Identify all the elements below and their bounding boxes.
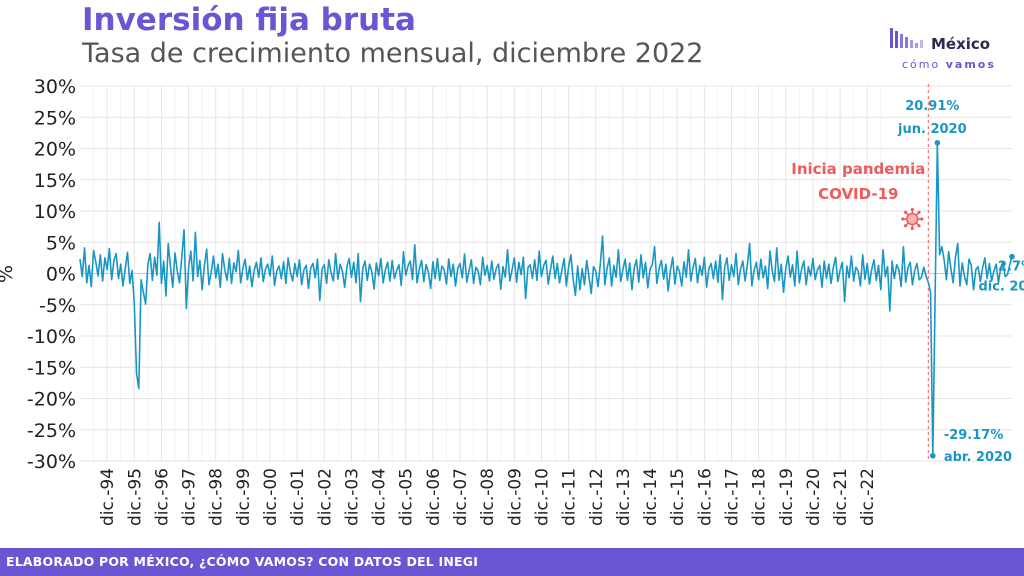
x-tick-label: dic.-02 bbox=[315, 468, 335, 526]
y-tick-label: -5% bbox=[39, 295, 76, 317]
series-line bbox=[79, 142, 1013, 457]
chart-subtitle: Tasa de crecimiento mensual, diciembre 2… bbox=[82, 38, 704, 69]
y-tick-label: -25% bbox=[27, 420, 76, 442]
x-tick-label: dic.-05 bbox=[397, 468, 417, 526]
annotation-peak-value: 20.91% bbox=[905, 99, 959, 114]
y-tick-label: 25% bbox=[34, 107, 76, 129]
chart: 30% 25% 20% 15% 10% 5% 0% -5% -10% -15% -20% -25% -3… bbox=[0, 76, 1024, 526]
x-tick-label: dic.-97 bbox=[180, 468, 200, 526]
x-tick-label: dic.-18 bbox=[750, 468, 770, 526]
y-tick-label: 10% bbox=[34, 201, 76, 223]
x-tick-label: dic.-09 bbox=[505, 468, 525, 526]
x-tick-label: dic.-96 bbox=[152, 468, 172, 526]
y-axis: 30% 25% 20% 15% 10% 5% 0% -5% -10% -15% -20% -25% -3… bbox=[27, 76, 76, 473]
pandemic-label-line1: Inicia pandemia bbox=[791, 160, 925, 178]
annotation-trough-value: -29.17% bbox=[944, 428, 1004, 443]
x-tick-label: dic.-95 bbox=[125, 468, 145, 526]
annotation-peak-date: jun. 2020 bbox=[897, 122, 967, 137]
x-tick-label: dic.-03 bbox=[342, 468, 362, 526]
x-tick-label: dic.-11 bbox=[560, 468, 580, 526]
x-tick-label: dic.-15 bbox=[668, 468, 688, 526]
logo-mexico: México bbox=[931, 35, 990, 53]
x-tick-label: dic.-04 bbox=[370, 468, 390, 526]
x-tick-label: dic.-19 bbox=[777, 468, 797, 526]
x-tick-label: dic.-17 bbox=[722, 468, 742, 526]
virus-icon bbox=[901, 207, 924, 231]
y-tick-label: 0% bbox=[46, 264, 76, 286]
x-tick-label: dic.-98 bbox=[207, 468, 227, 526]
annotation-point bbox=[934, 140, 941, 146]
x-tick-label: dic.-01 bbox=[288, 468, 308, 526]
x-tick-label: dic.-06 bbox=[424, 468, 444, 526]
y-axis-label: % bbox=[0, 265, 17, 283]
logo: México cómo vamos bbox=[890, 28, 996, 71]
logo-vamos: vamos bbox=[946, 58, 996, 71]
x-tick-label: dic.-10 bbox=[532, 468, 552, 526]
y-tick-label: -15% bbox=[27, 357, 76, 379]
annotation-last-value: 2.7% bbox=[998, 260, 1024, 275]
x-tick-label: dic.-00 bbox=[261, 468, 281, 526]
x-tick-label: dic.-22 bbox=[858, 468, 878, 526]
y-tick-label: -20% bbox=[27, 389, 76, 411]
x-tick-label: dic.-20 bbox=[804, 468, 824, 526]
y-tick-label: 15% bbox=[34, 170, 76, 192]
y-tick-label: 20% bbox=[34, 139, 76, 161]
annotation-points bbox=[930, 140, 1015, 459]
logo-bars-icon bbox=[890, 28, 923, 48]
y-tick-label: -10% bbox=[27, 326, 76, 348]
annotation-point bbox=[930, 453, 936, 459]
y-tick-label: 5% bbox=[46, 232, 76, 254]
annotation-point bbox=[1009, 253, 1015, 260]
x-tick-label: dic.-07 bbox=[451, 468, 471, 526]
x-tick-label: dic.-12 bbox=[587, 468, 607, 526]
footer: ELABORADO POR MÉXICO, ¿CÓMO VAMOS? CON D… bbox=[0, 548, 1024, 576]
annotation-trough-date: abr. 2020 bbox=[944, 450, 1012, 465]
x-tick-label: dic.-14 bbox=[641, 468, 661, 526]
x-tick-label: dic.-16 bbox=[695, 468, 715, 526]
chart-title: Inversión fija bruta bbox=[82, 2, 416, 38]
x-tick-label: dic.-21 bbox=[831, 468, 851, 526]
x-tick-label: dic.-13 bbox=[614, 468, 634, 526]
y-tick-label: 30% bbox=[34, 76, 76, 98]
x-tick-label: dic.-94 bbox=[98, 468, 118, 526]
logo-como: cómo bbox=[902, 58, 940, 71]
svg-text:cómo vamos: cómo vamos bbox=[902, 58, 996, 71]
x-axis: dic.-94 dic.-95 dic.-96 dic.-97 dic.-98 dic.-… bbox=[98, 468, 878, 526]
y-tick-label: -30% bbox=[27, 451, 76, 473]
footer-text: ELABORADO POR MÉXICO, ¿CÓMO VAMOS? CON D… bbox=[6, 554, 479, 569]
x-tick-label: dic.-08 bbox=[478, 468, 498, 526]
annotation-last-date: dic. 2022 bbox=[978, 280, 1024, 295]
pandemic-label-line2: COVID-19 bbox=[818, 185, 898, 203]
x-tick-label: dic.-99 bbox=[234, 468, 254, 526]
